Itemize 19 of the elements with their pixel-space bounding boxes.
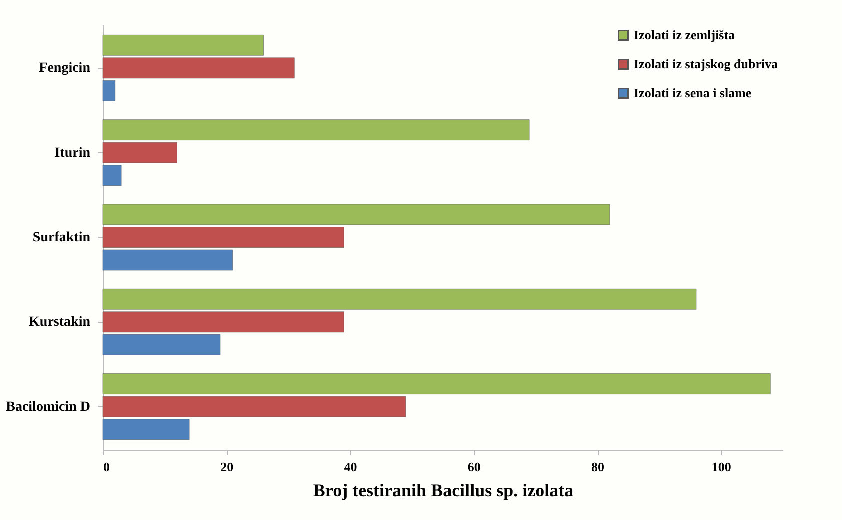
x-tick-label: 60 (468, 460, 481, 474)
x-axis-title: Broj testiranih Bacillus sp. izolata (313, 480, 574, 500)
x-tick-label: 20 (220, 460, 234, 474)
legend-label: Izolati iz stajskog đubriva (634, 56, 779, 72)
bar (102, 334, 221, 356)
y-tick-label: Bacilomicin D (6, 400, 90, 415)
y-tick-label: Fengicin (39, 61, 91, 76)
legend-label: Izolati iz zemljišta (634, 28, 736, 42)
y-tick-label: Surfaktin (32, 230, 91, 246)
y-tick-label: Kurstakin (29, 315, 91, 330)
bar (102, 80, 116, 102)
bar (102, 120, 530, 141)
bar (102, 374, 771, 395)
x-tick-label: 80 (592, 460, 605, 474)
x-tick-label: 0 (104, 460, 110, 474)
legend-label: Izolati iz sena i slame (634, 86, 752, 100)
x-tick-label: 100 (712, 460, 732, 474)
x-tick-label: 40 (344, 460, 358, 474)
y-tick-label: Iturin (54, 146, 91, 161)
